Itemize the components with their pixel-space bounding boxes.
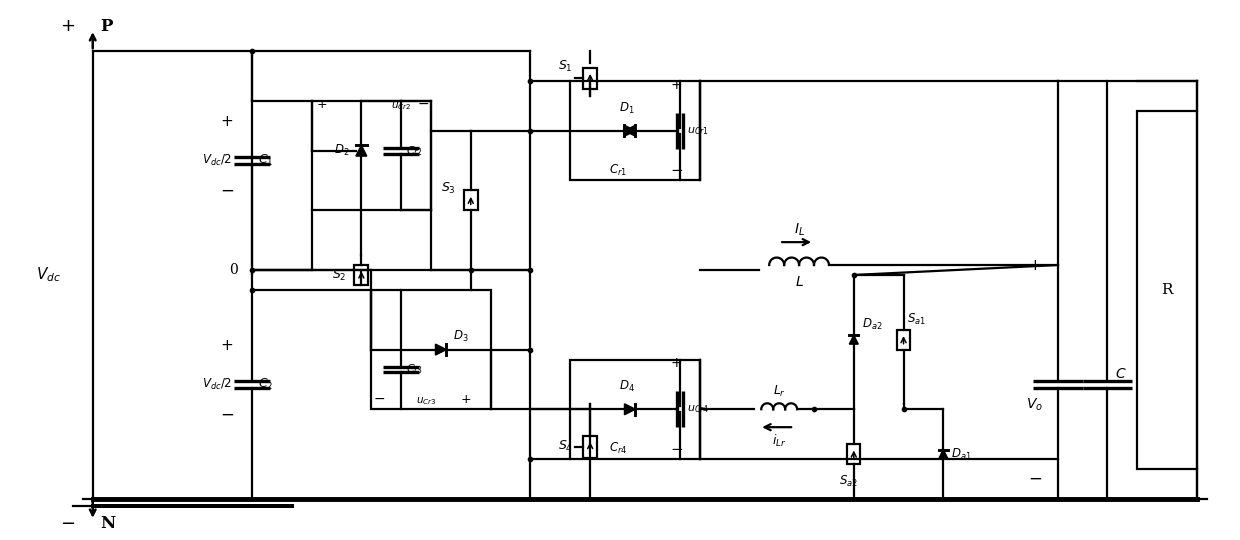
Text: −: − bbox=[671, 442, 683, 457]
Polygon shape bbox=[356, 145, 367, 156]
Text: $i_{Lr}$: $i_{Lr}$ bbox=[773, 433, 786, 449]
Text: R: R bbox=[1162, 283, 1173, 297]
Text: $D_{a2}$: $D_{a2}$ bbox=[862, 317, 883, 332]
Text: P: P bbox=[100, 18, 113, 35]
Text: +: + bbox=[316, 98, 327, 111]
Text: −: − bbox=[1028, 470, 1042, 488]
Text: $D_2$: $D_2$ bbox=[334, 143, 350, 158]
Text: $V_{dc}$: $V_{dc}$ bbox=[36, 266, 61, 285]
Text: $V_{dc}/2$: $V_{dc}/2$ bbox=[202, 153, 232, 168]
Text: $C_{r4}$: $C_{r4}$ bbox=[609, 441, 627, 456]
Bar bbox=[847, 444, 861, 464]
Bar bbox=[464, 191, 477, 210]
Text: 0: 0 bbox=[229, 263, 238, 277]
Text: $S_3$: $S_3$ bbox=[441, 181, 456, 196]
Text: $S_4$: $S_4$ bbox=[558, 439, 573, 454]
Bar bbox=[570, 81, 699, 180]
Text: $u_{Cr3}$: $u_{Cr3}$ bbox=[415, 395, 436, 407]
Text: +: + bbox=[221, 114, 233, 129]
Text: $C_{r1}$: $C_{r1}$ bbox=[609, 163, 627, 178]
Bar bbox=[1137, 111, 1197, 469]
Text: $C_1$: $C_1$ bbox=[258, 153, 273, 168]
Text: +: + bbox=[221, 338, 233, 353]
Text: +: + bbox=[671, 78, 682, 92]
Polygon shape bbox=[625, 125, 635, 136]
Text: $L$: $L$ bbox=[795, 275, 804, 289]
Text: $u_{Cr1}$: $u_{Cr1}$ bbox=[687, 125, 708, 137]
Polygon shape bbox=[849, 335, 858, 344]
Text: $V_{dc}/2$: $V_{dc}/2$ bbox=[202, 377, 232, 392]
Polygon shape bbox=[625, 125, 635, 136]
Bar bbox=[570, 360, 699, 459]
Text: $D_4$: $D_4$ bbox=[619, 379, 635, 394]
Text: $L_r$: $L_r$ bbox=[773, 384, 786, 399]
Text: $I_L$: $I_L$ bbox=[794, 222, 805, 238]
Bar bbox=[583, 436, 598, 457]
Text: −: − bbox=[61, 515, 76, 532]
Text: −: − bbox=[671, 164, 683, 179]
Text: $C_{r2}$: $C_{r2}$ bbox=[407, 144, 423, 158]
Text: $S_{a2}$: $S_{a2}$ bbox=[839, 474, 858, 489]
Text: $S_{a1}$: $S_{a1}$ bbox=[906, 312, 925, 327]
Polygon shape bbox=[939, 450, 947, 458]
Text: −: − bbox=[219, 181, 234, 199]
Text: $S_2$: $S_2$ bbox=[332, 267, 347, 282]
Text: $D_1$: $D_1$ bbox=[619, 100, 635, 116]
Text: −: − bbox=[219, 405, 234, 423]
Text: +: + bbox=[671, 356, 682, 370]
Text: −: − bbox=[417, 97, 429, 111]
Text: −: − bbox=[373, 393, 386, 406]
Bar bbox=[897, 330, 910, 349]
Bar bbox=[371, 290, 491, 409]
Bar bbox=[311, 101, 432, 210]
Text: $u_{Cr2}$: $u_{Cr2}$ bbox=[391, 100, 412, 112]
Text: $D_3$: $D_3$ bbox=[453, 329, 469, 344]
Text: $u_{Cr4}$: $u_{Cr4}$ bbox=[687, 403, 709, 415]
Bar bbox=[583, 68, 598, 90]
Polygon shape bbox=[625, 404, 635, 415]
Text: +: + bbox=[61, 17, 76, 35]
Text: $V_o$: $V_o$ bbox=[1027, 396, 1043, 413]
Text: $D_{a1}$: $D_{a1}$ bbox=[951, 447, 972, 462]
Text: $S_1$: $S_1$ bbox=[558, 59, 573, 74]
Bar bbox=[355, 265, 368, 285]
Text: +: + bbox=[460, 393, 471, 406]
Polygon shape bbox=[435, 344, 446, 355]
Text: N: N bbox=[100, 515, 115, 532]
Text: $C_{r3}$: $C_{r3}$ bbox=[407, 362, 423, 376]
Text: $C_2$: $C_2$ bbox=[258, 377, 273, 392]
Text: $C$: $C$ bbox=[1116, 367, 1127, 381]
Text: +: + bbox=[1028, 258, 1042, 273]
